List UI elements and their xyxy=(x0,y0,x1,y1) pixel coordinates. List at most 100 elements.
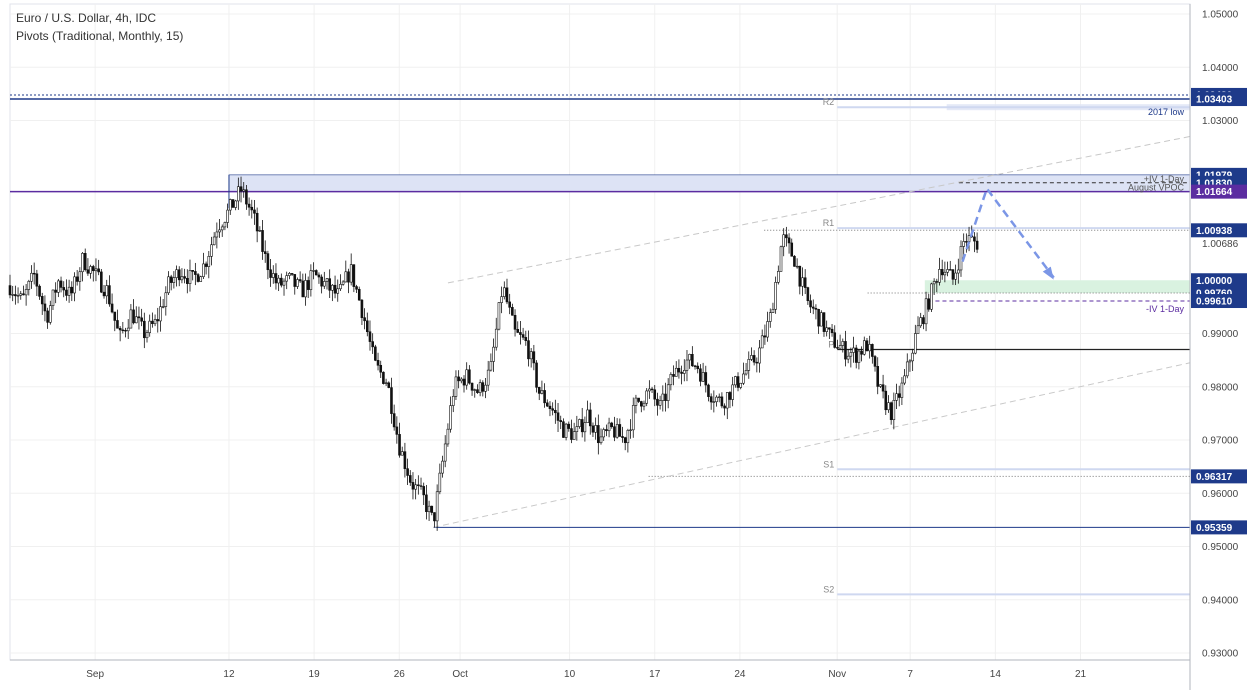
projection-arrow xyxy=(961,186,1055,279)
candle-body xyxy=(750,355,753,360)
price-badge-label: 1.01664 xyxy=(1196,187,1233,198)
candle-body xyxy=(102,291,106,297)
price-label: 1.00686 xyxy=(1202,239,1239,250)
candle-body xyxy=(210,244,213,257)
candle-body xyxy=(355,286,358,290)
candle-body xyxy=(785,234,788,239)
candle-body xyxy=(905,361,909,377)
candle-body xyxy=(100,271,103,293)
channel-upper xyxy=(447,135,1191,284)
candle-body xyxy=(914,333,917,354)
candle-body xyxy=(524,337,528,341)
candle-body xyxy=(156,319,160,322)
candle-body xyxy=(774,282,777,310)
candle-body xyxy=(392,413,396,428)
candle-body xyxy=(626,430,630,444)
candle-body xyxy=(516,329,520,333)
candle-body xyxy=(457,376,460,382)
candle-body xyxy=(223,222,227,228)
candle-body xyxy=(97,268,100,273)
candle-body xyxy=(282,280,286,286)
candle-body xyxy=(478,382,482,393)
candle-body xyxy=(658,400,662,406)
candle-body xyxy=(328,278,331,291)
candle-body xyxy=(731,384,734,400)
candle-body xyxy=(811,306,815,309)
candle-body xyxy=(183,276,186,279)
candle-body xyxy=(65,289,68,296)
candle-body xyxy=(798,265,802,287)
candle-body xyxy=(91,266,95,272)
candle-body xyxy=(481,382,485,392)
candle-body xyxy=(922,317,925,325)
candle-body xyxy=(290,273,294,275)
candle-body xyxy=(631,405,635,431)
candle-body xyxy=(857,350,861,363)
candle-body xyxy=(940,269,944,276)
candle-body xyxy=(403,451,407,469)
candle-body xyxy=(932,281,936,285)
candle-body xyxy=(954,272,957,280)
x-tick-label: 21 xyxy=(1075,669,1087,680)
candle-body xyxy=(454,376,458,397)
candle-body xyxy=(263,251,267,254)
candle-body xyxy=(425,494,428,513)
time-axis[interactable]: Sep 12 19 26 Oct 10 17 24 Nov 7 14 21 xyxy=(10,659,1190,680)
candle-body xyxy=(105,285,109,297)
candle-body xyxy=(911,352,914,362)
candle-body xyxy=(54,289,57,293)
candle-body xyxy=(470,382,474,391)
candle-body xyxy=(795,265,799,268)
candle-body xyxy=(696,365,700,370)
candle-body xyxy=(62,287,66,291)
candle-body xyxy=(836,347,839,349)
candle-body xyxy=(809,300,812,308)
candle-body xyxy=(782,234,785,248)
candle-body xyxy=(532,351,536,364)
candle-body xyxy=(777,271,780,283)
candle-body xyxy=(578,419,581,427)
candle-body xyxy=(868,344,871,352)
candle-body xyxy=(411,482,415,490)
candle-body xyxy=(768,312,772,322)
candle-body xyxy=(486,369,490,386)
x-tick-label: 17 xyxy=(649,669,661,680)
candle-body xyxy=(255,212,259,232)
candle-body xyxy=(521,334,525,338)
price-axis[interactable]: 0.93000 0.94000 0.95000 0.96000 0.97000 0.980… xyxy=(1189,4,1247,690)
candle-body xyxy=(108,285,111,305)
candle-body xyxy=(580,419,584,433)
candle-body xyxy=(371,341,374,348)
candle-body xyxy=(441,460,444,474)
x-tick-label: 26 xyxy=(394,669,406,680)
candle-body xyxy=(422,486,426,496)
candle-body xyxy=(124,329,127,332)
candle-body xyxy=(293,274,297,287)
candle-body xyxy=(728,392,732,400)
candle-body xyxy=(602,429,606,438)
annotation-vpoc: August VPOC xyxy=(1128,183,1185,193)
candle-body xyxy=(669,374,673,386)
candle-body xyxy=(930,283,933,310)
candle-body xyxy=(215,231,219,238)
candle-body xyxy=(89,266,92,274)
candle-body xyxy=(653,389,657,400)
candle-body xyxy=(605,429,608,432)
candle-body xyxy=(739,382,743,388)
candle-body xyxy=(118,327,122,331)
x-tick-label: Nov xyxy=(828,669,846,680)
candle-body xyxy=(427,505,431,513)
candle-body xyxy=(637,397,640,402)
candle-body xyxy=(446,428,450,445)
candle-body xyxy=(433,512,436,522)
candle-body xyxy=(317,274,321,278)
x-tick-label: Oct xyxy=(452,669,468,680)
candle-body xyxy=(258,230,262,232)
candle-body xyxy=(368,331,372,342)
candle-body xyxy=(865,340,869,352)
candle-body xyxy=(347,271,350,283)
candle-body xyxy=(266,253,270,271)
candle-body xyxy=(693,365,697,367)
y-tick-label: 0.94000 xyxy=(1202,595,1239,606)
